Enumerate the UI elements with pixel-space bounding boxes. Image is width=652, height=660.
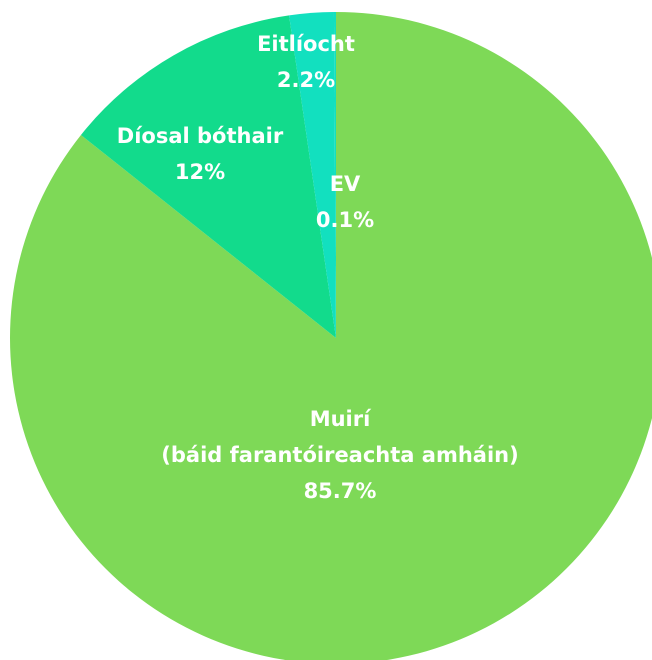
slice-label: Muirí (báid farantóireachta amháin) <box>161 407 518 467</box>
pie-slice <box>10 12 652 660</box>
slice-label: Díosal bóthair <box>117 124 284 148</box>
value-label: 12% <box>175 160 225 184</box>
slice-label: EV <box>330 172 361 196</box>
pie-slice <box>289 12 336 338</box>
value-label: 2.2% <box>277 68 335 92</box>
pie-slice <box>80 15 336 338</box>
slice-label: Eitlíocht <box>257 32 355 56</box>
value-label: 0.1% <box>316 208 374 232</box>
value-label: 85.7% <box>304 479 377 503</box>
pie-slice <box>333 12 336 338</box>
